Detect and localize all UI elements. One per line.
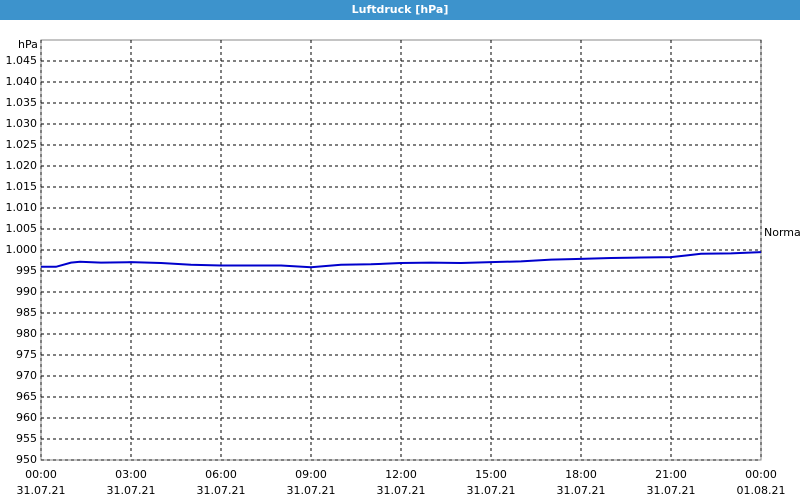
x-tick-label: 15:00 [475, 468, 507, 481]
x-tick-label: 18:00 [565, 468, 597, 481]
y-tick-label: 990 [16, 285, 37, 298]
x-tick-date: 01.08.21 [737, 484, 786, 497]
y-tick-label: 1.030 [6, 117, 38, 130]
y-tick-label: 975 [16, 348, 37, 361]
y-tick-label: 1.045 [6, 54, 38, 67]
y-tick-label: 1.000 [6, 243, 38, 256]
x-tick-date: 31.07.21 [467, 484, 516, 497]
y-tick-label: 955 [16, 432, 37, 445]
data-line [41, 251, 762, 269]
x-tick-label: 12:00 [385, 468, 417, 481]
x-tick-date: 31.07.21 [287, 484, 336, 497]
x-tick-label: 09:00 [295, 468, 327, 481]
y-tick-label: 960 [16, 411, 37, 424]
annotation: Normal [764, 226, 800, 239]
y-tick-label: 1.035 [6, 96, 38, 109]
y-tick-label: 965 [16, 390, 37, 403]
x-tick-date: 31.07.21 [17, 484, 66, 497]
y-tick-label: 1.040 [6, 75, 38, 88]
x-tick-label: 00:00 [25, 468, 57, 481]
x-tick-date: 31.07.21 [197, 484, 246, 497]
window-title: Luftdruck [hPa] [0, 0, 800, 20]
y-tick-label: 950 [16, 453, 37, 466]
y-tick-label: 980 [16, 327, 37, 340]
x-tick-date: 31.07.21 [557, 484, 606, 497]
y-tick-label: 1.010 [6, 201, 38, 214]
y-tick-label: 1.020 [6, 159, 38, 172]
x-tick-label: 21:00 [655, 468, 687, 481]
x-tick-label: 03:00 [115, 468, 147, 481]
y-tick-label: 985 [16, 306, 37, 319]
y-tick-label: 1.025 [6, 138, 38, 151]
y-tick-label: 1.005 [6, 222, 38, 235]
y-tick-label: 970 [16, 369, 37, 382]
x-tick-label: 06:00 [205, 468, 237, 481]
x-tick-date: 31.07.21 [647, 484, 696, 497]
y-tick-label: 1.015 [6, 180, 38, 193]
y-axis-unit: hPa [18, 38, 38, 51]
chart: hPa Normal 950 955 960 965 970 975 980 985 990 99… [6, 38, 800, 497]
x-tick-date: 31.07.21 [377, 484, 426, 497]
y-tick-label: 995 [16, 264, 37, 277]
x-tick-label: 00:00 [745, 468, 777, 481]
x-tick-date: 31.07.21 [107, 484, 156, 497]
